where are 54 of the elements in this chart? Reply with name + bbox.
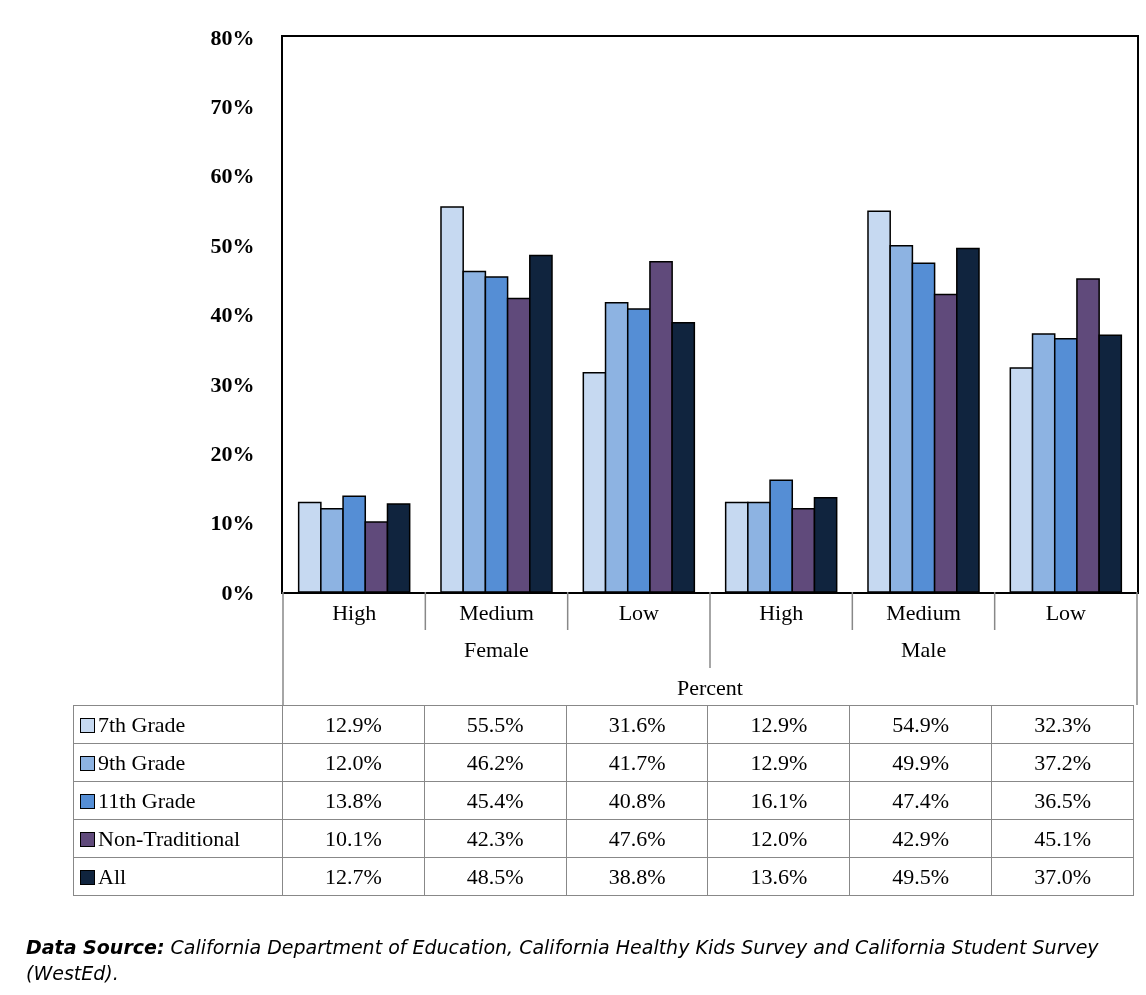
data-label: 49.9% bbox=[849, 743, 992, 782]
data-label: 49.5% bbox=[849, 857, 992, 896]
data-label: 12.0% bbox=[282, 743, 425, 782]
y-tick-label: 10% bbox=[210, 510, 255, 536]
data-label: 13.6% bbox=[707, 857, 850, 896]
data-label: 40.8% bbox=[566, 781, 708, 820]
x-tick-label: Medium bbox=[886, 600, 961, 626]
data-label: 37.0% bbox=[991, 857, 1134, 896]
data-label: 31.6% bbox=[566, 705, 708, 744]
data-label: 55.5% bbox=[424, 705, 567, 744]
data-label: 37.2% bbox=[991, 743, 1134, 782]
legend-label: All bbox=[73, 857, 283, 896]
x-tick-label: Medium bbox=[459, 600, 534, 626]
legend-label: 7th Grade bbox=[73, 705, 283, 744]
data-label: 48.5% bbox=[424, 857, 567, 896]
y-tick-label: 50% bbox=[210, 232, 255, 258]
text: Female bbox=[464, 637, 529, 662]
data-label: 10.1% bbox=[282, 819, 425, 858]
data-label: 41.7% bbox=[566, 743, 708, 782]
data-label: 13.8% bbox=[282, 781, 425, 820]
y-tick-label: 80% bbox=[210, 24, 255, 50]
y-tick-label: 20% bbox=[210, 440, 255, 466]
y-tick-label: 70% bbox=[210, 94, 255, 120]
data-label: 45.1% bbox=[991, 819, 1134, 858]
text: Data Source: California Department of Education, California Healthy Kids Survey and California Student Survey (WestEd). bbox=[26, 936, 1099, 984]
data-label: 46.2% bbox=[424, 743, 567, 782]
x-tick-label: Low bbox=[1045, 600, 1087, 626]
x-tick-label: High bbox=[759, 600, 804, 626]
data-label: 54.9% bbox=[849, 705, 992, 744]
data-label: 45.4% bbox=[424, 781, 567, 820]
data-label: 32.3% bbox=[991, 705, 1134, 744]
y-tick-label: 60% bbox=[210, 163, 255, 189]
legend-label: 9th Grade bbox=[73, 743, 283, 782]
data-label: 16.1% bbox=[707, 781, 850, 820]
data-label: 47.6% bbox=[566, 819, 708, 858]
text: Male bbox=[901, 637, 947, 662]
data-label: 12.9% bbox=[282, 705, 425, 744]
x-tick-label: Low bbox=[618, 600, 660, 626]
x-axis-title: Percent bbox=[677, 675, 743, 700]
data-label: 42.3% bbox=[424, 819, 567, 858]
data-label: 38.8% bbox=[566, 857, 708, 896]
y-tick-label: 30% bbox=[210, 371, 255, 397]
data-label: 12.0% bbox=[707, 819, 850, 858]
data-label: 42.9% bbox=[849, 819, 992, 858]
data-label: 36.5% bbox=[991, 781, 1134, 820]
legend-label: 11th Grade bbox=[73, 781, 283, 820]
data-label: 12.7% bbox=[282, 857, 425, 896]
x-tick-label: High bbox=[332, 600, 377, 626]
legend-label: Non-Traditional bbox=[73, 819, 283, 858]
data-label: 12.9% bbox=[707, 705, 850, 744]
y-tick-label: 0% bbox=[221, 579, 255, 605]
y-tick-label: 40% bbox=[210, 302, 255, 328]
data-label: 12.9% bbox=[707, 743, 850, 782]
data-label: 47.4% bbox=[849, 781, 992, 820]
